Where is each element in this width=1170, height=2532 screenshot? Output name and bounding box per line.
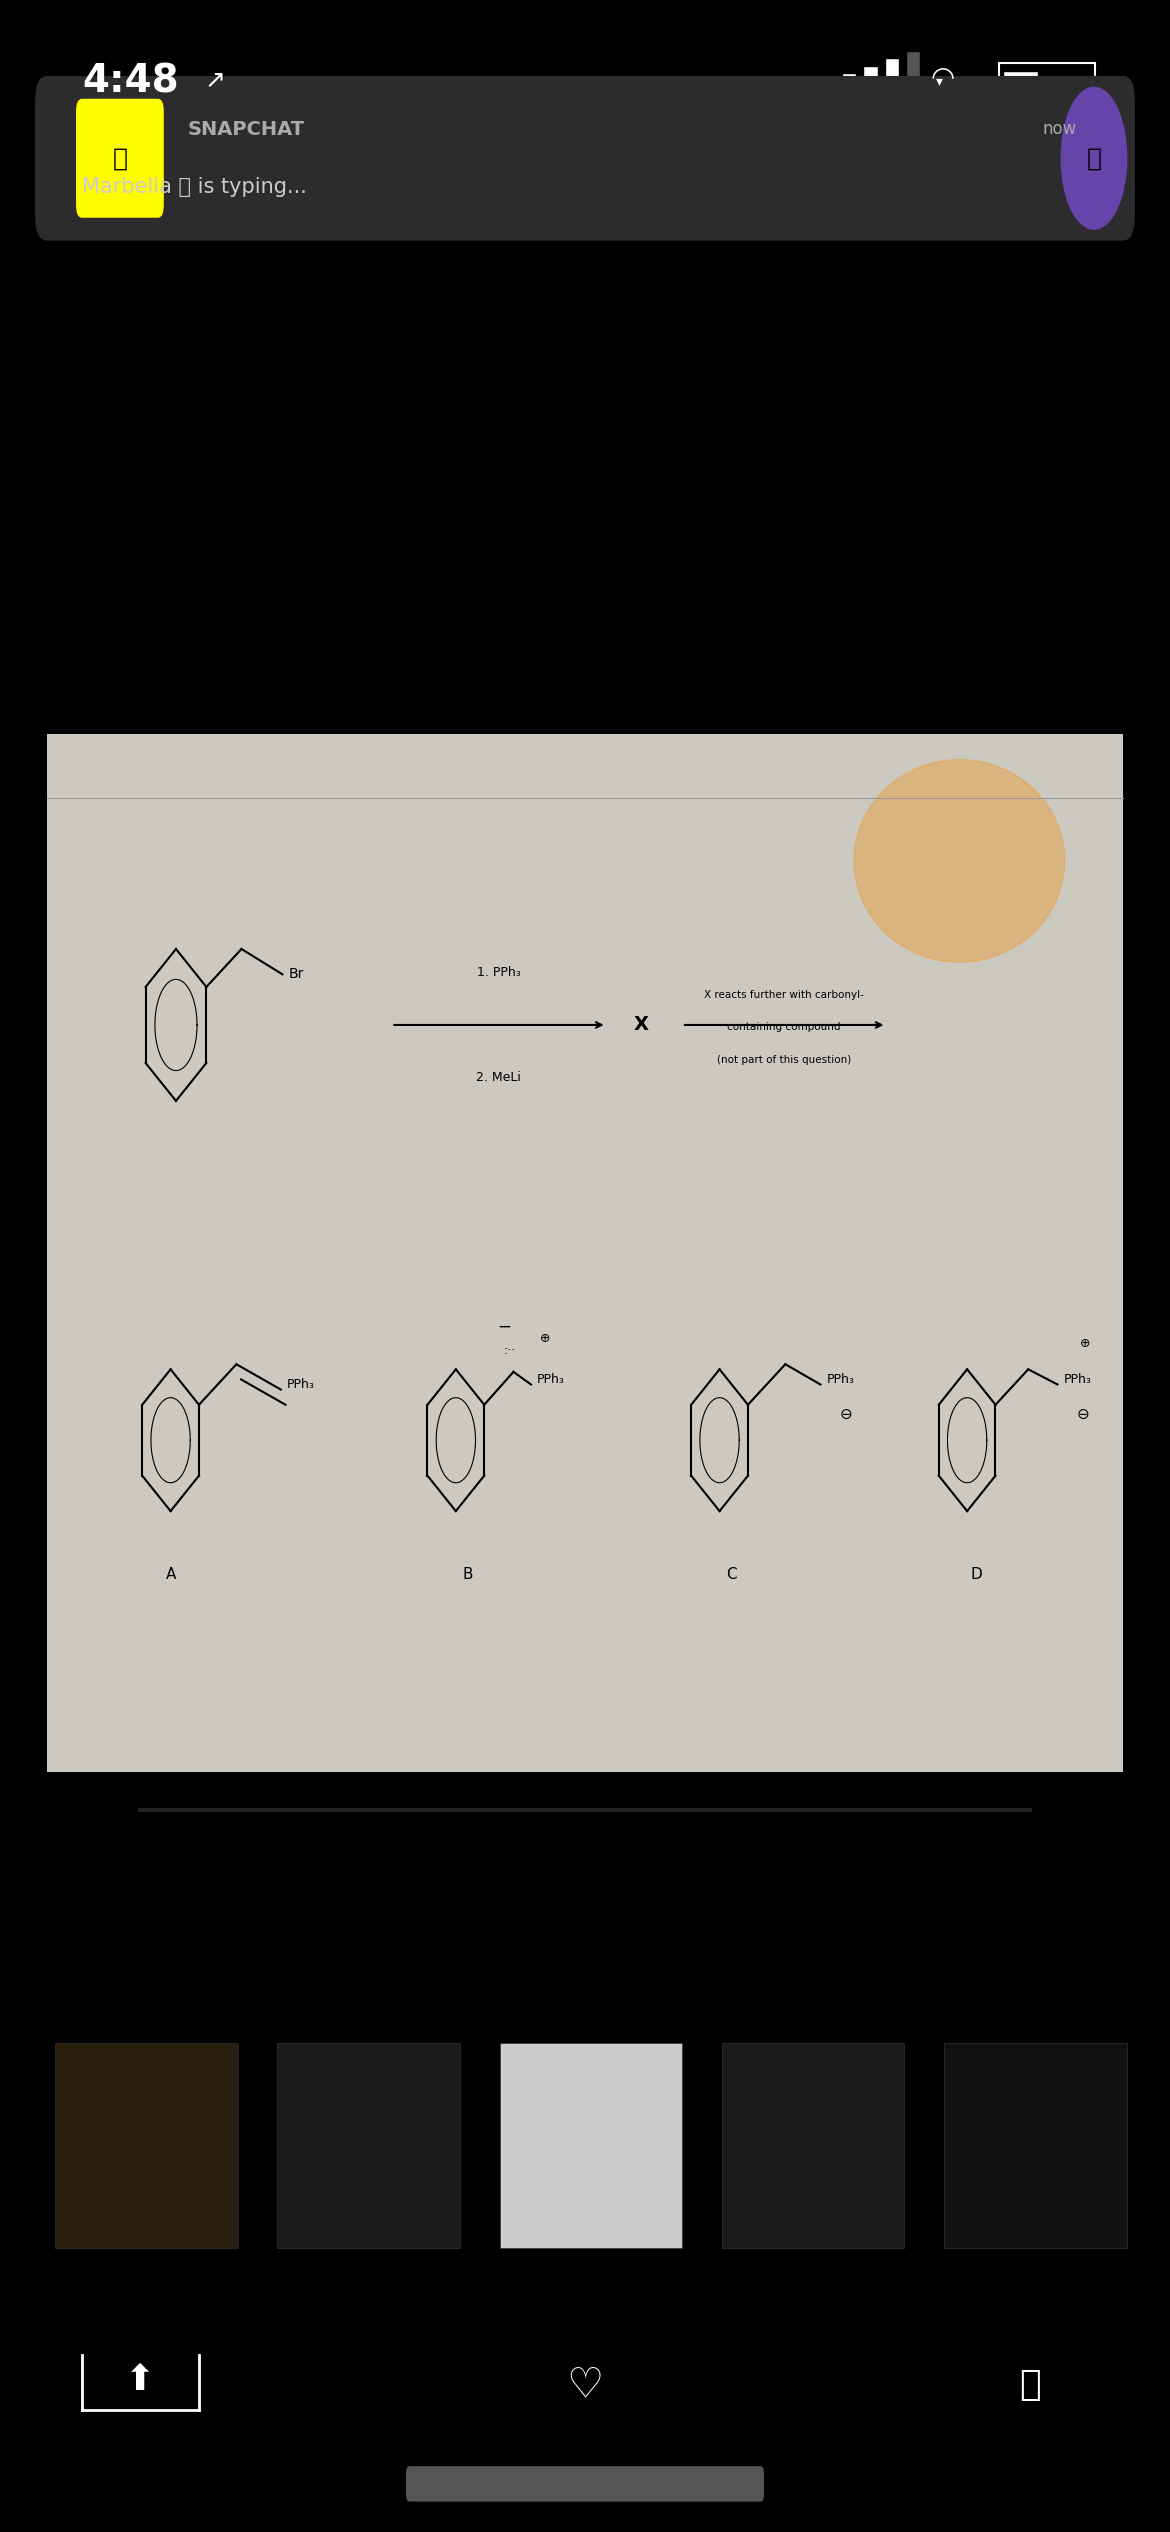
FancyBboxPatch shape [885,58,899,94]
Text: Br: Br [288,967,304,982]
Text: ⊕: ⊕ [539,1332,550,1344]
Text: 🧕: 🧕 [1087,147,1101,170]
Text: 👻: 👻 [112,147,128,170]
FancyBboxPatch shape [842,73,856,94]
FancyBboxPatch shape [1003,71,1038,94]
Text: X: X [633,1015,648,1036]
Text: D: D [971,1567,983,1582]
Text: ↗: ↗ [205,68,226,94]
Text: A: A [165,1567,175,1582]
Text: :··: :·· [504,1344,516,1357]
Circle shape [1061,86,1127,230]
Text: SNAPCHAT: SNAPCHAT [187,119,304,139]
Text: 2. MeLi: 2. MeLi [476,1071,522,1084]
Text: ▾: ▾ [936,73,943,89]
Text: ◠: ◠ [930,63,955,91]
Text: Marbella 🦄 is typing...: Marbella 🦄 is typing... [82,177,307,197]
Text: ⬆: ⬆ [125,2362,156,2398]
Text: ⊖: ⊖ [1076,1408,1089,1423]
FancyBboxPatch shape [406,2466,764,2502]
FancyBboxPatch shape [722,2043,904,2248]
FancyBboxPatch shape [76,99,164,218]
Text: now: now [1042,119,1076,139]
Text: PPh₃: PPh₃ [1064,1372,1092,1385]
Text: 🗑: 🗑 [1019,2367,1040,2403]
FancyBboxPatch shape [1094,76,1101,89]
FancyBboxPatch shape [277,2043,460,2248]
FancyBboxPatch shape [47,734,1123,1772]
Text: PPh₃: PPh₃ [826,1372,854,1385]
Text: 1. PPh₃: 1. PPh₃ [477,967,521,980]
Text: C: C [725,1567,737,1582]
Text: 4:48: 4:48 [82,61,179,101]
Text: X reacts further with carbonyl-: X reacts further with carbonyl- [704,990,865,1000]
Text: PPh₃: PPh₃ [287,1377,315,1390]
Text: PPh₃: PPh₃ [537,1372,565,1385]
FancyBboxPatch shape [944,2043,1127,2248]
Text: ⊕: ⊕ [1080,1337,1090,1350]
Text: B: B [462,1567,473,1582]
Text: ⊖: ⊖ [840,1408,853,1423]
Text: (not part of this question): (not part of this question) [717,1056,852,1066]
Text: ♡: ♡ [566,2365,604,2405]
FancyBboxPatch shape [55,2043,238,2248]
FancyBboxPatch shape [500,2043,682,2248]
FancyBboxPatch shape [863,66,878,94]
Text: −: − [497,1317,511,1334]
FancyBboxPatch shape [906,51,920,94]
Text: containing compound: containing compound [728,1023,841,1033]
Ellipse shape [854,760,1065,962]
FancyBboxPatch shape [35,76,1135,241]
